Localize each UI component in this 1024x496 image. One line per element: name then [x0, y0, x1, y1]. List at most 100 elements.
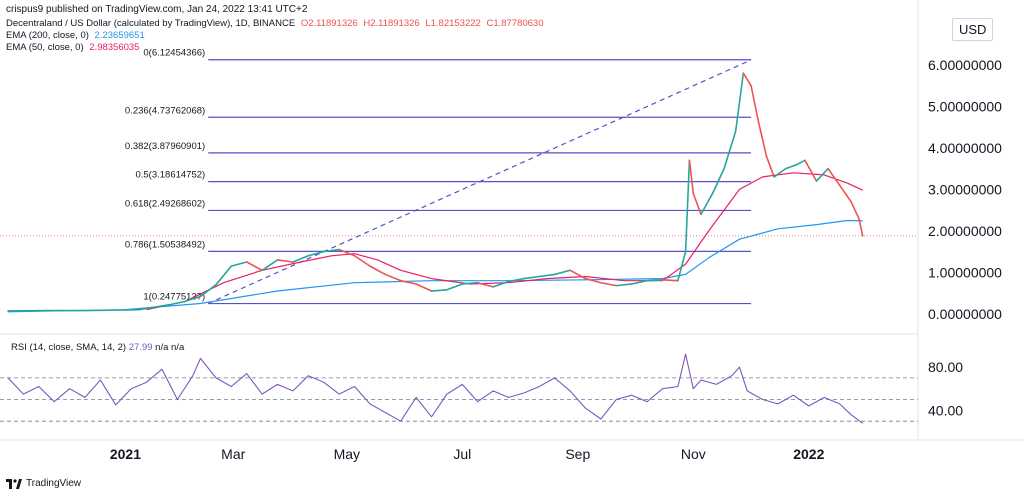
- price-segment[interactable]: [700, 192, 714, 216]
- price-tick-label: 6.00000000: [928, 57, 1002, 73]
- price-segment[interactable]: [765, 155, 775, 178]
- ohlc-close: C1.87780630: [486, 18, 544, 29]
- price-segment[interactable]: [538, 273, 556, 278]
- price-segment[interactable]: [492, 280, 510, 288]
- price-segment[interactable]: [692, 192, 702, 216]
- price-segment[interactable]: [415, 283, 433, 292]
- price-segment[interactable]: [646, 279, 664, 282]
- price-segment[interactable]: [850, 201, 860, 220]
- price-segment[interactable]: [245, 261, 263, 272]
- price-tick-label: 2.00000000: [928, 223, 1002, 239]
- currency-button[interactable]: USD: [952, 18, 994, 41]
- fib-label-0: 0(6.12454366): [143, 48, 205, 59]
- time-tick-label: Sep: [565, 446, 590, 462]
- price-tick-label: 4.00000000: [928, 140, 1002, 156]
- price-segment[interactable]: [553, 269, 571, 276]
- ema50-label[interactable]: EMA (50, close, 0): [6, 42, 84, 53]
- ohlc-low: L1.82153222: [425, 18, 481, 29]
- price-segment[interactable]: [815, 167, 829, 182]
- time-tick-label: Mar: [221, 446, 245, 462]
- fib-label-1: 1(0.24775137): [143, 292, 205, 303]
- rsi-extra: n/a n/a: [155, 342, 185, 353]
- price-segment[interactable]: [430, 288, 448, 292]
- price-segment[interactable]: [307, 250, 325, 257]
- ema50-value: 2.98356035: [89, 42, 140, 53]
- price-segment[interactable]: [630, 279, 648, 285]
- price-segment[interactable]: [684, 159, 691, 253]
- time-tick-label: 2022: [793, 446, 824, 462]
- price-segment[interactable]: [600, 281, 618, 287]
- time-tick-label: May: [334, 446, 360, 462]
- price-segment[interactable]: [688, 159, 695, 195]
- price-segment[interactable]: [322, 248, 340, 253]
- price-legend: Decentraland / US Dollar (calculated by …: [6, 18, 544, 54]
- price-segment[interactable]: [615, 283, 633, 287]
- footer-brand-label: TradingView: [26, 478, 82, 489]
- rsi-value: 27.99: [128, 342, 153, 353]
- time-tick-label: Nov: [681, 446, 706, 462]
- rsi-tick-label: 40.00: [928, 402, 963, 418]
- rsi-label[interactable]: RSI (14, close, SMA, 14, 2): [11, 342, 127, 353]
- price-segment[interactable]: [796, 159, 806, 166]
- price-segment[interactable]: [384, 273, 402, 282]
- price-segment[interactable]: [584, 277, 602, 284]
- price-segment[interactable]: [773, 167, 787, 178]
- fib-label-0.236: 0.236(4.73762068): [125, 105, 205, 116]
- price-tick-label: 0.00000000: [928, 306, 1002, 322]
- symbol-title[interactable]: Decentraland / US Dollar (calculated by …: [6, 18, 296, 29]
- price-segment[interactable]: [369, 265, 387, 276]
- price-tick-label: 5.00000000: [928, 98, 1002, 114]
- price-segment[interactable]: [399, 279, 417, 285]
- price-segment[interactable]: [661, 279, 679, 282]
- price-segment[interactable]: [261, 259, 279, 272]
- ema50-line[interactable]: [146, 172, 863, 311]
- tradingview-logo-icon: [6, 478, 22, 489]
- price-segment[interactable]: [292, 254, 310, 263]
- ema200-value: 2.23659651: [94, 30, 145, 41]
- fib-label-0.786: 0.786(1.50538492): [125, 239, 205, 250]
- price-tick-label: 1.00000000: [928, 264, 1002, 280]
- price-segment[interactable]: [858, 217, 864, 237]
- price-segment[interactable]: [742, 72, 752, 87]
- fib-label-0.5: 0.5(3.18614752): [135, 170, 205, 181]
- price-segment[interactable]: [199, 284, 217, 298]
- price-segment[interactable]: [827, 167, 841, 187]
- price-segment[interactable]: [184, 295, 202, 303]
- price-segment[interactable]: [757, 122, 768, 157]
- price-segment[interactable]: [446, 283, 464, 291]
- price-segment[interactable]: [461, 281, 479, 285]
- price-segment[interactable]: [338, 248, 356, 257]
- price-segment[interactable]: [569, 269, 587, 280]
- price-segment[interactable]: [804, 159, 818, 182]
- price-segment[interactable]: [677, 250, 687, 282]
- rsi-legend: RSI (14, close, SMA, 14, 2) 27.99 n/a n/…: [11, 342, 184, 353]
- price-segment[interactable]: [723, 130, 737, 170]
- fib-label-0.618: 0.618(2.49268602): [125, 198, 205, 209]
- price-segment[interactable]: [215, 265, 233, 286]
- fib-label-0.382: 0.382(3.87960901): [125, 141, 205, 152]
- price-segment[interactable]: [507, 277, 525, 283]
- price-segment[interactable]: [276, 259, 294, 263]
- price-segment[interactable]: [153, 303, 171, 309]
- price-segment[interactable]: [750, 84, 760, 124]
- ema200-line[interactable]: [7, 219, 863, 313]
- price-segment[interactable]: [138, 306, 156, 311]
- price-segment[interactable]: [784, 163, 799, 170]
- price-segment[interactable]: [353, 254, 371, 267]
- ohlc-open: O2.11891326: [300, 18, 358, 29]
- rsi-line[interactable]: [7, 353, 864, 424]
- rsi-tick-label: 80.00: [928, 359, 963, 375]
- price-segment[interactable]: [711, 167, 725, 195]
- price-segment[interactable]: [523, 275, 541, 280]
- price-segment[interactable]: [838, 184, 852, 203]
- price-segment[interactable]: [476, 281, 494, 288]
- price-tick-label: 3.00000000: [928, 181, 1002, 197]
- ema200-label[interactable]: EMA (200, close, 0): [6, 30, 89, 41]
- price-segment[interactable]: [734, 72, 745, 133]
- ohlc-high: H2.11891326: [363, 18, 420, 29]
- price-segment[interactable]: [168, 300, 186, 306]
- time-tick-label: Jul: [453, 446, 471, 462]
- footer-brand[interactable]: TradingView: [6, 478, 81, 489]
- price-segment[interactable]: [230, 261, 248, 267]
